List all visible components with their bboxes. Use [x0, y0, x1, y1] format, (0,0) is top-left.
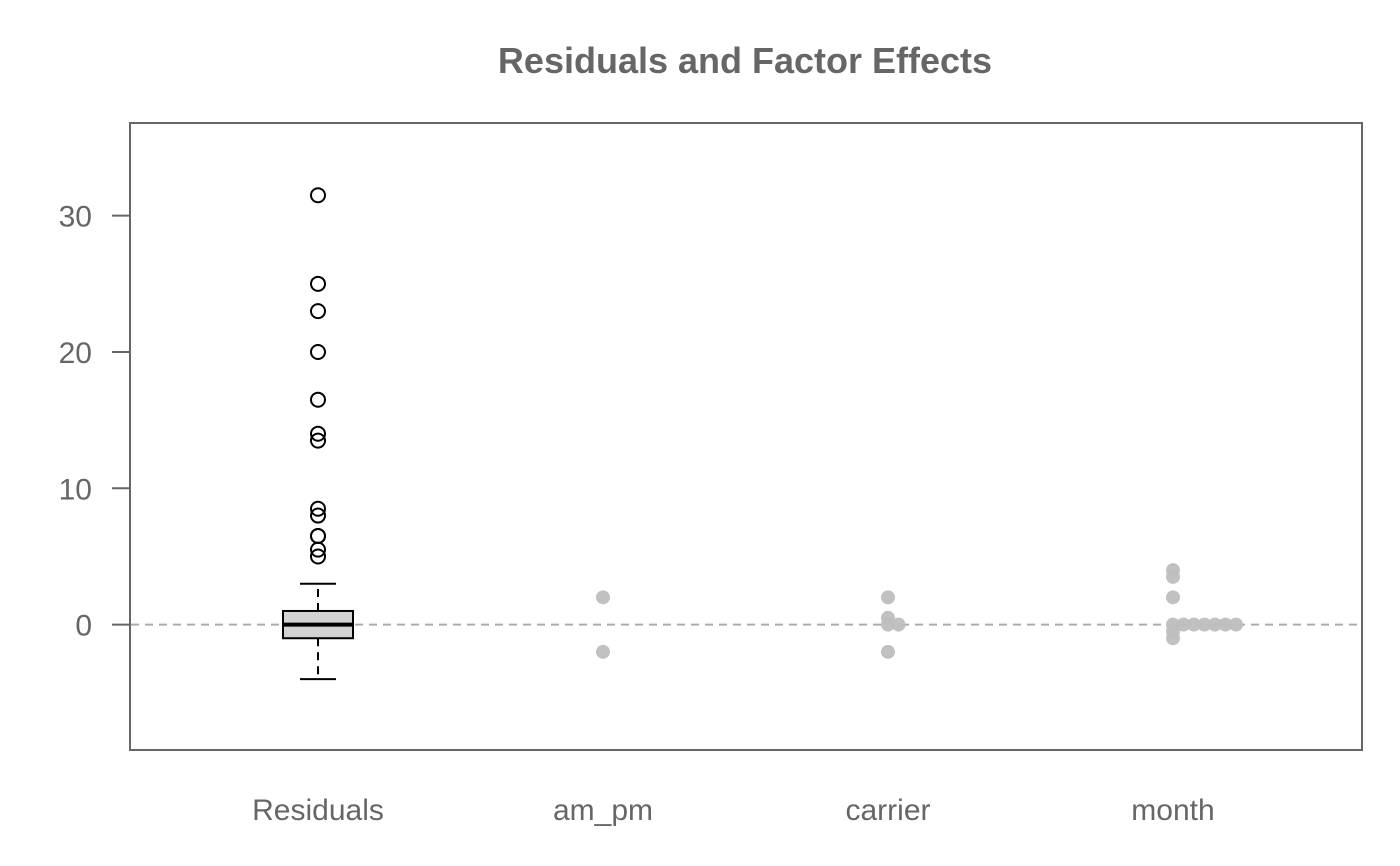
effect-point-month	[1218, 617, 1233, 632]
y-tick-label: 20	[59, 337, 92, 370]
effect-point-carrier	[881, 617, 895, 632]
y-tick-label: 0	[75, 610, 92, 643]
chart-title: Residuals and Factor Effects	[497, 40, 993, 81]
outlier-point	[310, 391, 326, 408]
effect-point-carrier	[881, 644, 895, 659]
effect-point-month	[1208, 617, 1222, 632]
effect-point-month	[1187, 617, 1201, 632]
x-tick-label-carrier: carrier	[845, 794, 930, 827]
effect-point-month	[1176, 617, 1191, 632]
effect-point-am_pm	[596, 644, 610, 659]
effect-point-month	[1166, 590, 1180, 605]
outlier-point	[310, 425, 326, 442]
outlier-point	[310, 187, 326, 204]
residuals-boxplot	[282, 187, 354, 681]
effect-points	[596, 563, 1243, 659]
outlier-point	[310, 343, 326, 360]
x-tick-label-month: month	[1131, 794, 1214, 827]
effect-point-month	[1166, 569, 1180, 584]
plot-frame	[129, 122, 1363, 751]
effect-point-month	[1197, 617, 1212, 632]
effect-point-carrier	[881, 590, 895, 605]
x-tick-label-am_pm: am_pm	[553, 794, 653, 827]
y-tick-label: 10	[59, 473, 92, 506]
x-tick-label-Residuals: Residuals	[252, 794, 384, 827]
effect-point-am_pm	[596, 590, 610, 605]
outlier-point	[310, 275, 326, 292]
outlier-point	[310, 541, 326, 558]
outlier-point	[310, 303, 326, 320]
effect-point-carrier	[891, 617, 906, 632]
outlier-point	[310, 507, 326, 524]
y-axis: 0 10 20 30	[59, 201, 130, 643]
y-tick-label: 30	[59, 201, 92, 234]
outlier-point	[310, 500, 326, 517]
outlier-point	[310, 432, 326, 449]
effect-point-month	[1166, 631, 1180, 646]
x-axis: Residuals am_pm carrier month	[252, 794, 1215, 827]
outlier-point	[310, 528, 326, 545]
outlier-point	[310, 548, 326, 565]
effect-point-month	[1229, 617, 1243, 632]
